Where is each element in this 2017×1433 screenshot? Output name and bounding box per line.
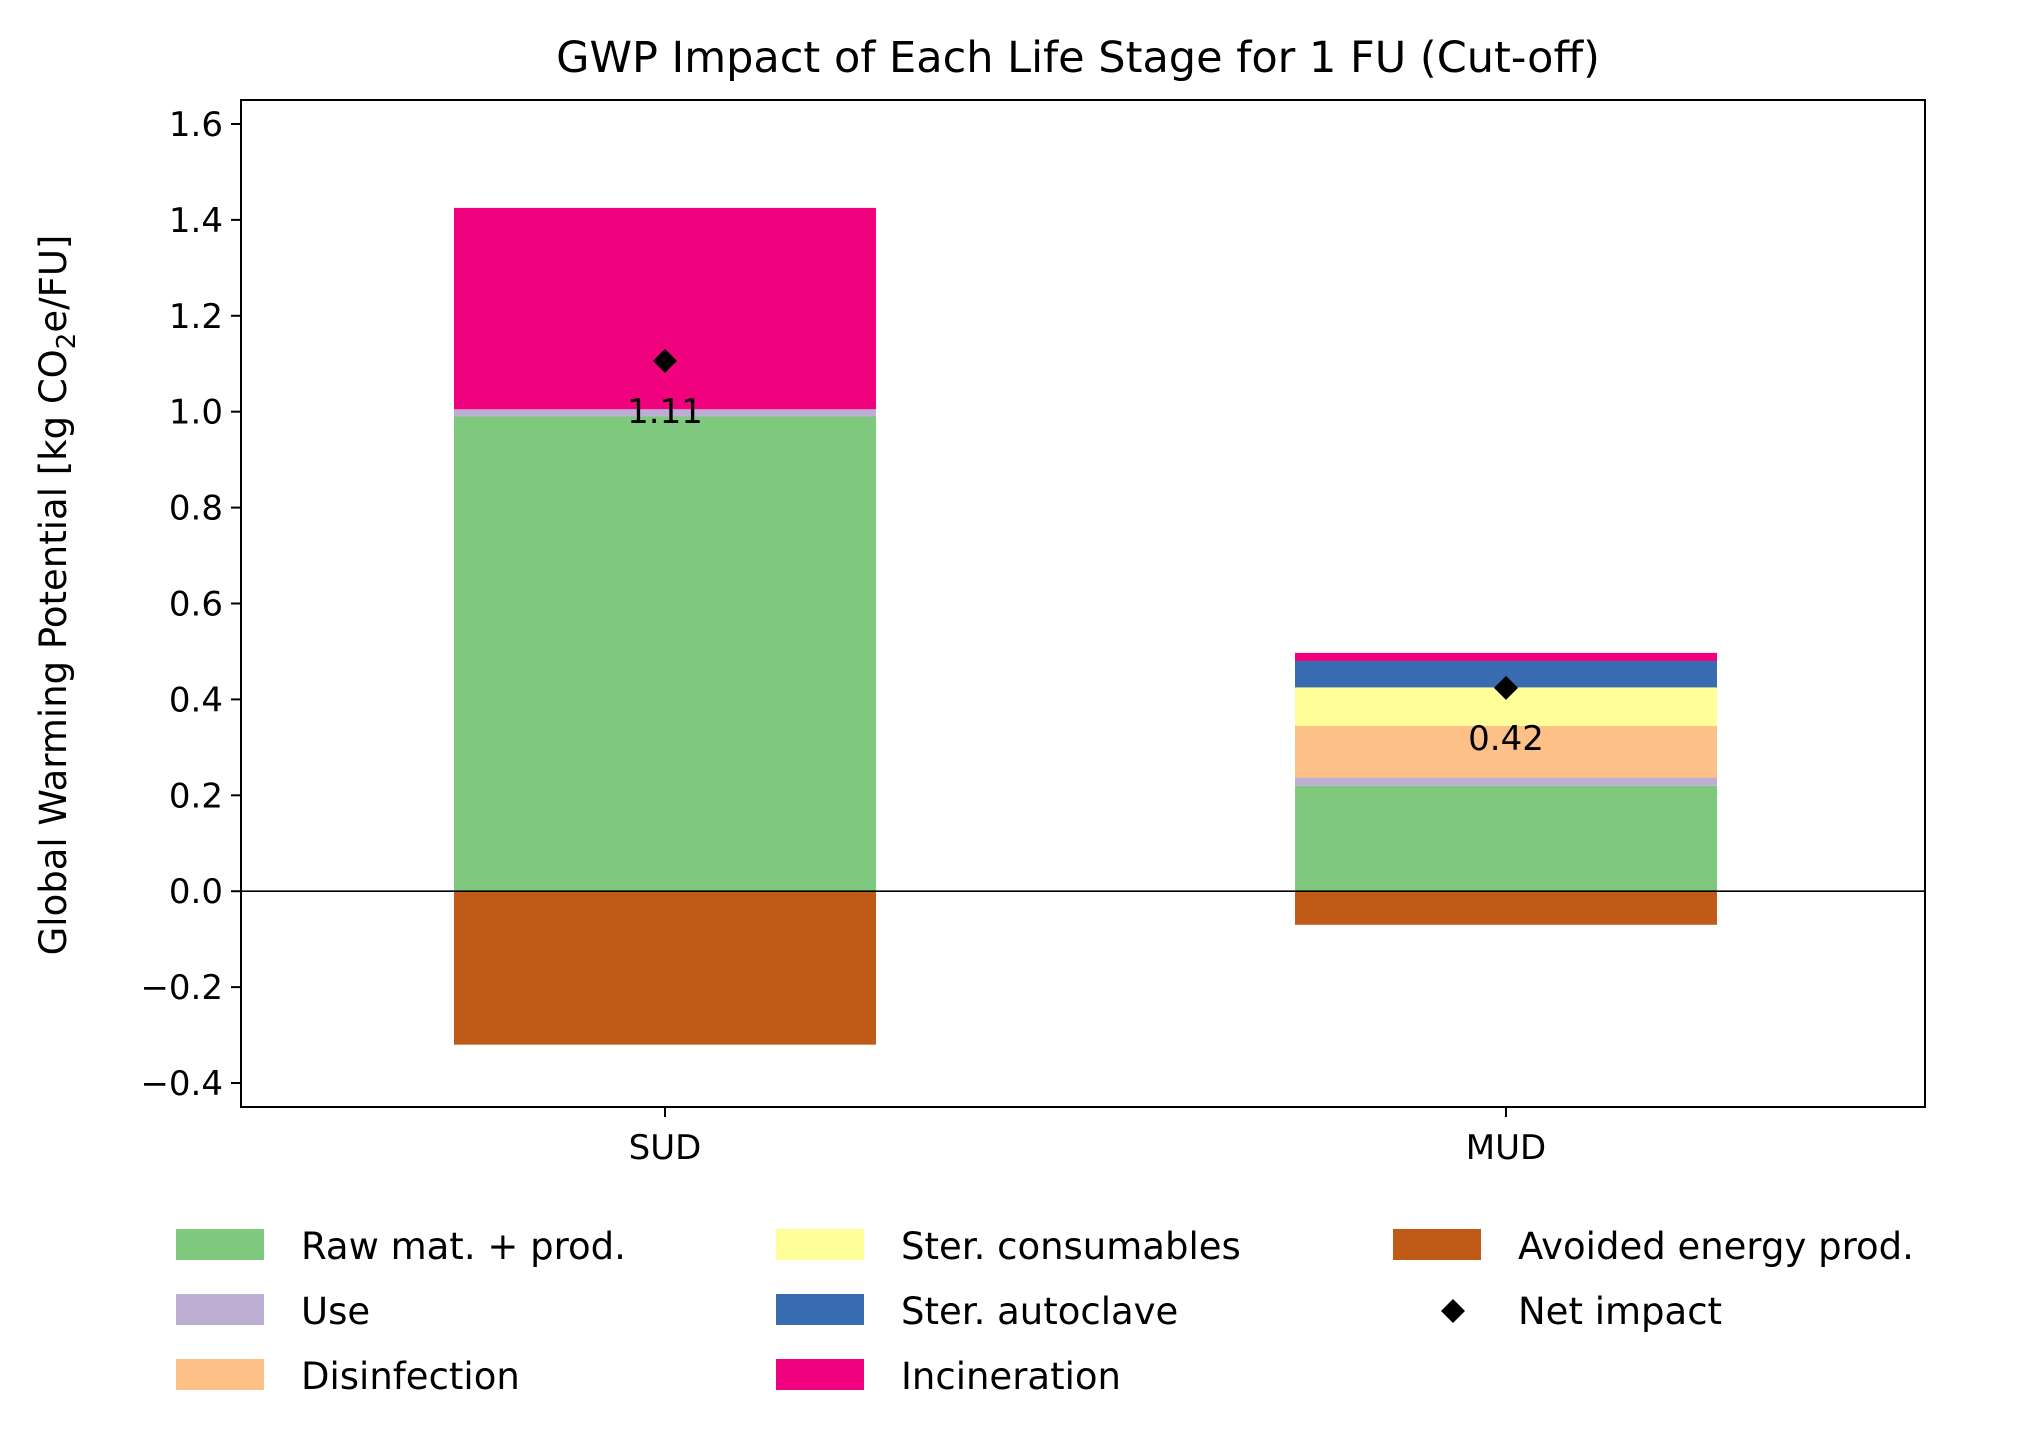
legend-marker	[1441, 1299, 1465, 1323]
bar-mud-incineration	[1295, 652, 1717, 662]
net-impact-marker-sud	[653, 348, 677, 373]
x-tick-label-sud: SUD	[629, 1128, 702, 1168]
bar-sud-incineration	[454, 207, 876, 410]
legend-label: Avoided energy prod.	[1518, 1225, 1914, 1268]
y-axis-label-main: Global Warming Potential [kg CO	[32, 349, 75, 955]
y-tick-label: 1.6	[169, 105, 223, 145]
legend-item-avoided-energy-prod: Avoided energy prod.	[1393, 1225, 1914, 1268]
net-impact-marker-mud	[1494, 675, 1518, 700]
legend-label: Net impact	[1518, 1290, 1722, 1333]
y-tick-label: 1.2	[169, 297, 223, 337]
net-impact-markers: 1.11 0.42	[627, 348, 1544, 759]
legend-label: Use	[301, 1290, 370, 1333]
bar-mud-avoided-energy-prod	[1295, 891, 1717, 925]
y-axis-label-tail: e/FU]	[32, 235, 75, 333]
legend-item-raw-mat-prod: Raw mat. + prod.	[176, 1225, 626, 1268]
legend-item-incineration: Incineration	[776, 1355, 1121, 1398]
legend-label: Disinfection	[301, 1355, 520, 1398]
bar-sud-raw-mat-prod	[454, 416, 876, 892]
bar-sud-avoided-energy-prod	[454, 891, 876, 1045]
net-impact-label-mud: 0.42	[1468, 719, 1544, 759]
legend-label: Ster. consumables	[901, 1225, 1241, 1268]
y-axis-ticks: −0.4 −0.2 0.0 0.2 0.4 0.6 0.8 1.0 1.2 1.4 1.6	[140, 105, 241, 1104]
y-tick-label: 0.4	[169, 680, 223, 720]
legend-swatch	[776, 1294, 864, 1325]
net-impact-label-sud: 1.11	[627, 392, 703, 432]
bar-mud-raw-mat-prod	[1295, 785, 1717, 892]
chart-title: GWP Impact of Each Life Stage for 1 FU (…	[556, 33, 1600, 83]
bar-mud-disinfection	[1295, 725, 1717, 778]
legend-label: Raw mat. + prod.	[301, 1225, 626, 1268]
y-tick-label: 0.0	[169, 872, 223, 912]
legend-item-net-impact: Net impact	[1441, 1290, 1722, 1333]
bars-group	[454, 207, 1717, 1045]
legend-swatch	[1393, 1229, 1481, 1260]
bar-mud-use	[1295, 777, 1717, 786]
y-axis-label: Global Warming Potential [kg CO2e/FU]	[32, 235, 82, 956]
y-tick-label: −0.4	[140, 1064, 223, 1104]
legend-swatch	[176, 1229, 264, 1260]
y-tick-label: 0.2	[169, 776, 223, 816]
y-tick-label: 0.8	[169, 489, 223, 529]
legend-swatch	[176, 1294, 264, 1325]
legend: Raw mat. + prod. Use Disinfection Ster. con…	[176, 1225, 1914, 1398]
legend-item-ster-consumables: Ster. consumables	[776, 1225, 1241, 1268]
x-axis-ticks: SUD MUD	[629, 1107, 1546, 1168]
y-tick-label: 1.4	[169, 201, 223, 241]
x-tick-label-mud: MUD	[1466, 1128, 1546, 1168]
bar-sud-use	[454, 409, 876, 417]
legend-label: Ster. autoclave	[901, 1290, 1178, 1333]
legend-item-disinfection: Disinfection	[176, 1355, 520, 1398]
y-tick-label: −0.2	[140, 968, 223, 1008]
y-axis-label-subscript: 2	[52, 333, 82, 350]
legend-item-use: Use	[176, 1290, 370, 1333]
legend-swatch	[776, 1229, 864, 1260]
y-tick-label: 1.0	[169, 393, 223, 433]
legend-item-ster-autoclave: Ster. autoclave	[776, 1290, 1178, 1333]
legend-swatch	[776, 1359, 864, 1390]
legend-label: Incineration	[901, 1355, 1121, 1398]
legend-swatch	[176, 1359, 264, 1390]
y-tick-label: 0.6	[169, 585, 223, 625]
